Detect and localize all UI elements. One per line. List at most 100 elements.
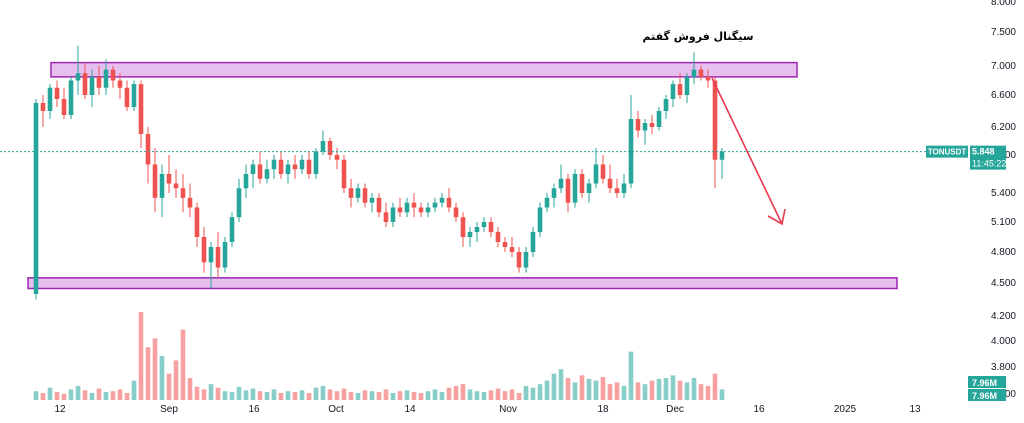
volume-bar [250,388,256,400]
volume-bar [110,391,116,400]
zones-layer [27,61,898,290]
volume-bar [257,391,263,400]
volume-bar [201,389,207,400]
x-tick-label: 12 [54,404,66,415]
candle [285,159,291,184]
volume-bar [397,391,403,400]
candle [565,174,571,213]
price-label-bg [970,145,1006,170]
volume-bar [432,389,438,400]
candle-body [474,227,480,232]
volume-bar [656,378,662,400]
candle [411,193,417,218]
volume-layer [33,312,725,400]
candle [516,247,522,273]
candle-body [691,69,697,77]
volume-bar [187,378,193,400]
x-tick-label: 2025 [834,404,857,415]
zone-support[interactable] [27,277,898,290]
volume-bar [243,390,249,400]
candle [292,155,298,179]
candle-body [173,183,179,189]
candle-body [523,252,529,268]
candle-body [572,174,578,203]
candle [460,212,466,247]
x-tick-label: Sep [160,404,178,415]
y-tick-label: 7.000 [991,61,1016,72]
candle [264,159,270,184]
candle-body [628,119,634,184]
candle [649,115,655,134]
candle [229,212,235,247]
down-arrow-annotation [711,77,786,226]
volume-bar [572,382,578,400]
candle [68,76,74,119]
y-tick-label: 4.200 [991,311,1016,322]
candle-body [229,217,235,242]
candle-body [250,164,256,174]
last-price-label: 5.848 [972,147,995,157]
volume-bar [607,384,613,400]
candle-body [82,73,88,95]
candle [131,80,137,111]
volume-label: 7.96M [972,391,997,401]
candle-body [54,87,60,99]
volume-bar [138,312,144,400]
candle [432,197,438,213]
volume-bar [565,378,571,400]
symbol-label-bg [926,145,968,158]
candle [474,222,480,242]
volume-bar [285,391,291,400]
candle [453,202,459,222]
candle-body [278,159,284,174]
candle-body [327,141,333,155]
volume-bar [362,390,368,400]
y-tick-label: 5.100 [991,217,1016,228]
candle [187,183,193,218]
volume-bar [278,392,284,400]
volume-bar [453,385,459,400]
volume-bar [719,389,725,400]
candle [404,197,410,218]
candle-body [670,84,676,99]
candle-body [61,99,67,115]
candle-body [488,222,494,232]
volume-bar [152,338,158,400]
volume-bar [166,373,172,400]
volume-bar [355,392,361,400]
zone-resistance[interactable] [50,61,798,78]
time-axis: 12 Sep 16 Oct 14 Nov 18 Dec 16 2025 13 [54,404,921,415]
volume-bar [509,389,515,400]
x-tick-label: Dec [666,404,684,415]
volume-bar [705,385,711,400]
candle-body [166,174,172,184]
candle [586,178,592,203]
countdown-label: 11:45:22 [972,159,1006,169]
candle [656,107,662,131]
candle-body [439,197,445,203]
volume-bar [68,389,74,400]
candle-body [369,197,375,203]
candle-body [138,84,144,134]
volume-bar [75,385,81,400]
volume-label: 7.96M [972,378,997,388]
volume-bar [96,388,102,400]
volume-bar [670,375,676,400]
candle-body [390,207,396,222]
candle-body [355,188,361,198]
candle [488,217,494,237]
candle [341,155,347,193]
y-tick-label: 3.800 [991,362,1016,373]
candle [75,45,81,95]
candle-body [614,188,620,193]
candle [117,73,123,99]
x-tick-label: 13 [909,404,921,415]
candle [138,80,144,148]
candle-body [712,80,718,160]
volume-bar [89,392,95,400]
volume-bar [215,387,221,400]
volume-bar [313,387,319,400]
candle-body [516,252,522,268]
